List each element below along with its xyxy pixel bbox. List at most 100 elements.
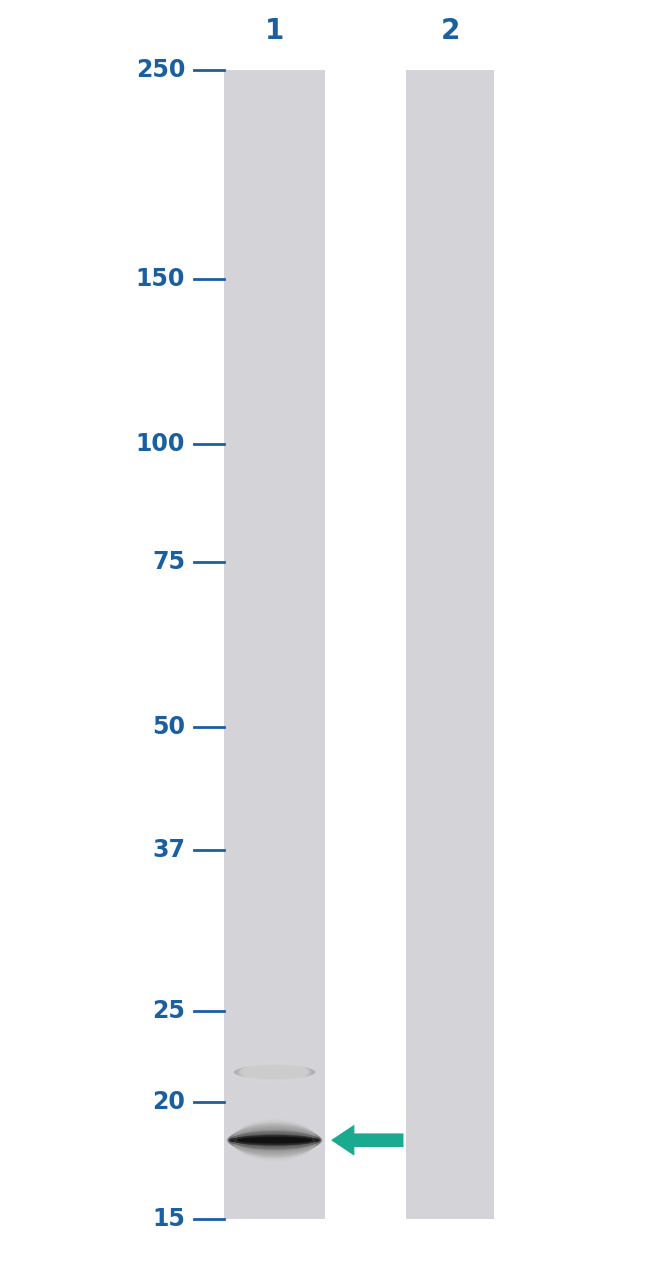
Ellipse shape	[239, 1063, 311, 1082]
Ellipse shape	[240, 1062, 309, 1083]
Ellipse shape	[229, 1126, 320, 1153]
Ellipse shape	[238, 1063, 311, 1081]
Ellipse shape	[241, 1060, 308, 1083]
Ellipse shape	[239, 1137, 311, 1143]
Ellipse shape	[239, 1062, 310, 1082]
Ellipse shape	[229, 1125, 320, 1154]
Ellipse shape	[238, 1137, 311, 1143]
Ellipse shape	[232, 1135, 317, 1146]
Ellipse shape	[232, 1121, 317, 1158]
Ellipse shape	[227, 1128, 322, 1152]
Ellipse shape	[234, 1066, 315, 1078]
Ellipse shape	[230, 1132, 319, 1148]
Ellipse shape	[235, 1066, 315, 1080]
Ellipse shape	[239, 1137, 311, 1143]
Ellipse shape	[239, 1137, 311, 1144]
Ellipse shape	[231, 1123, 318, 1158]
Ellipse shape	[237, 1063, 312, 1081]
Ellipse shape	[233, 1134, 317, 1146]
Ellipse shape	[227, 1129, 322, 1152]
Ellipse shape	[235, 1066, 315, 1080]
Ellipse shape	[236, 1064, 313, 1080]
Ellipse shape	[231, 1130, 318, 1151]
Ellipse shape	[231, 1124, 318, 1157]
Ellipse shape	[234, 1066, 315, 1078]
Ellipse shape	[231, 1135, 318, 1146]
Ellipse shape	[238, 1063, 311, 1081]
Ellipse shape	[237, 1138, 312, 1143]
Ellipse shape	[234, 1134, 315, 1147]
Ellipse shape	[230, 1125, 319, 1156]
Ellipse shape	[231, 1135, 318, 1144]
Ellipse shape	[230, 1137, 319, 1144]
Text: 20: 20	[152, 1090, 185, 1114]
Ellipse shape	[231, 1135, 318, 1144]
Ellipse shape	[229, 1133, 320, 1147]
Text: 37: 37	[152, 838, 185, 862]
Ellipse shape	[231, 1123, 318, 1157]
Ellipse shape	[229, 1133, 320, 1148]
Ellipse shape	[231, 1130, 318, 1149]
Ellipse shape	[231, 1123, 318, 1158]
Ellipse shape	[227, 1129, 322, 1151]
Ellipse shape	[239, 1063, 311, 1082]
Ellipse shape	[239, 1137, 310, 1144]
Ellipse shape	[231, 1137, 318, 1144]
Ellipse shape	[228, 1128, 321, 1153]
Ellipse shape	[227, 1128, 322, 1152]
Ellipse shape	[233, 1121, 317, 1160]
Ellipse shape	[230, 1132, 319, 1149]
Ellipse shape	[231, 1135, 318, 1144]
Ellipse shape	[238, 1137, 311, 1143]
Ellipse shape	[239, 1062, 310, 1082]
Ellipse shape	[233, 1120, 317, 1160]
Ellipse shape	[238, 1138, 311, 1143]
Ellipse shape	[229, 1132, 320, 1148]
Ellipse shape	[231, 1132, 318, 1149]
Text: 1: 1	[265, 18, 284, 46]
Ellipse shape	[233, 1066, 316, 1078]
Ellipse shape	[229, 1125, 320, 1156]
Ellipse shape	[230, 1132, 319, 1149]
Ellipse shape	[233, 1129, 317, 1151]
Ellipse shape	[235, 1064, 314, 1080]
Ellipse shape	[236, 1064, 313, 1080]
Ellipse shape	[228, 1126, 321, 1153]
Text: 25: 25	[152, 998, 185, 1022]
Ellipse shape	[229, 1126, 320, 1154]
Ellipse shape	[229, 1132, 320, 1148]
Ellipse shape	[236, 1064, 313, 1080]
Ellipse shape	[233, 1066, 316, 1078]
Ellipse shape	[237, 1138, 313, 1143]
Ellipse shape	[233, 1134, 316, 1146]
Ellipse shape	[230, 1124, 319, 1156]
Ellipse shape	[229, 1133, 320, 1148]
Text: 150: 150	[136, 267, 185, 291]
Ellipse shape	[237, 1063, 312, 1081]
Ellipse shape	[228, 1133, 321, 1147]
Text: 2: 2	[441, 18, 460, 46]
Ellipse shape	[237, 1138, 312, 1143]
Ellipse shape	[240, 1062, 309, 1083]
Text: 50: 50	[152, 715, 185, 739]
Text: 100: 100	[136, 432, 185, 456]
Ellipse shape	[237, 1064, 313, 1081]
Ellipse shape	[232, 1135, 317, 1146]
Ellipse shape	[235, 1066, 314, 1080]
Ellipse shape	[229, 1126, 320, 1154]
Text: 250: 250	[136, 58, 185, 81]
Ellipse shape	[232, 1135, 317, 1146]
Ellipse shape	[233, 1134, 316, 1146]
Ellipse shape	[231, 1132, 318, 1149]
Ellipse shape	[237, 1064, 313, 1081]
Ellipse shape	[234, 1134, 315, 1147]
Ellipse shape	[239, 1137, 310, 1144]
Ellipse shape	[233, 1134, 316, 1146]
Ellipse shape	[233, 1129, 317, 1151]
Ellipse shape	[241, 1060, 308, 1083]
Ellipse shape	[231, 1130, 318, 1151]
Text: 15: 15	[152, 1208, 185, 1231]
Bar	[406, 70, 494, 1219]
Ellipse shape	[239, 1062, 310, 1082]
Bar	[224, 70, 325, 1219]
